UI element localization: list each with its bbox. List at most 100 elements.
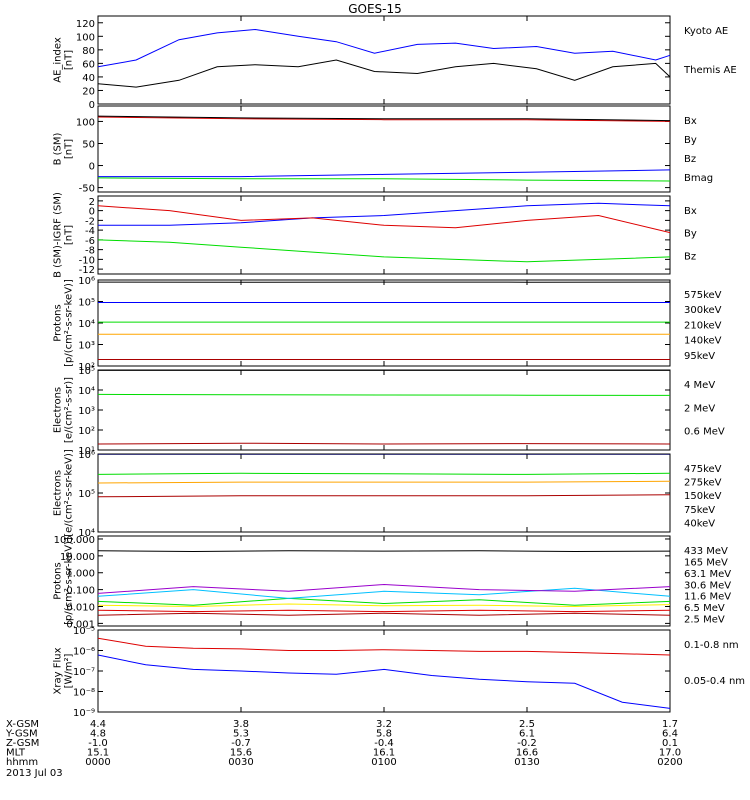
y-axis-label-line: Electrons bbox=[53, 470, 64, 516]
y-tick-label: 0.001 bbox=[66, 619, 95, 630]
y-tick-label: 100 bbox=[76, 117, 95, 128]
y-tick-label: 10⁻⁷ bbox=[73, 667, 95, 678]
series-line-5-2 bbox=[97, 393, 671, 396]
y-tick-label: 10⁴ bbox=[78, 386, 95, 397]
y-tick-label: 120 bbox=[76, 19, 95, 30]
y-axis-label-line: [e/(cm²-s-sr)] bbox=[64, 377, 75, 443]
ephemeris-value: 4.8 bbox=[90, 729, 106, 740]
legend-3-2: By bbox=[684, 229, 697, 240]
legend-2-2: By bbox=[684, 135, 697, 146]
y-tick-label: 20 bbox=[82, 86, 95, 97]
date-label: 2013 Jul 03 bbox=[6, 768, 63, 779]
y-axis-label-line: Protons bbox=[53, 304, 64, 341]
ephemeris-value: 16.6 bbox=[516, 748, 538, 759]
plot-title: GOES-15 bbox=[348, 2, 402, 16]
y-tick-label: 10¹ bbox=[78, 446, 95, 457]
y-tick-label: 10⁵ bbox=[78, 489, 95, 500]
y-axis-label: B (SM) [nT] bbox=[53, 132, 75, 165]
y-tick-label: 10⁴ bbox=[78, 319, 95, 330]
y-tick-label: 60 bbox=[82, 59, 95, 70]
y-tick-label: -4 bbox=[85, 226, 95, 237]
series-line-2-3 bbox=[97, 116, 671, 122]
series-line-7-4 bbox=[97, 597, 671, 606]
legend-1-2: Themis AE bbox=[683, 65, 737, 76]
panel-7: 0.0010.0100.1001.00010.000100.000Protons… bbox=[53, 535, 732, 630]
series-line-8-2 bbox=[97, 654, 671, 709]
legend-4-5: 95keV bbox=[684, 351, 715, 362]
y-tick-label: 100 bbox=[76, 32, 95, 43]
y-tick-label: -50 bbox=[79, 184, 95, 195]
legend-7-1: 433 MeV bbox=[684, 546, 728, 557]
y-tick-label: 0.100 bbox=[66, 586, 95, 597]
y-axis-label-line: AE_index bbox=[53, 37, 64, 83]
series-line-3-3 bbox=[97, 205, 671, 234]
ephemeris-row-label: Y-GSM bbox=[5, 729, 38, 740]
y-tick-label: 0 bbox=[89, 207, 95, 218]
panel-8: 10⁻⁹ 10⁻⁸ 10⁻⁷ 10⁻⁶ 10⁻⁵ Xray Flux [W/m²] 0.1-0… bbox=[53, 626, 746, 719]
panel-frame bbox=[97, 453, 671, 533]
series-line-2-4 bbox=[97, 115, 671, 122]
legend-7-6: 6.5 MeV bbox=[684, 603, 725, 614]
panel-frame bbox=[97, 15, 671, 105]
y-axis-label: AE_index [nT] bbox=[53, 37, 75, 83]
legend-3-1: Bx bbox=[684, 206, 697, 217]
ephemeris-value: 0200 bbox=[657, 757, 682, 768]
ephemeris-value: 2.5 bbox=[519, 719, 535, 730]
series-line-7-7 bbox=[97, 550, 671, 553]
y-tick-label: 10⁻⁵ bbox=[73, 626, 95, 637]
legend-5-3: 0.6 MeV bbox=[684, 427, 725, 438]
y-tick-label: 0 bbox=[89, 162, 95, 173]
legend-8-2: 0.05-0.4 nm bbox=[684, 676, 745, 687]
legend-7-5: 11.6 MeV bbox=[684, 592, 731, 603]
series-line-7-5 bbox=[97, 587, 671, 599]
y-tick-label: 2 bbox=[89, 197, 95, 208]
legend-4-3: 210keV bbox=[684, 320, 722, 331]
ephemeris-value: -1.0 bbox=[88, 738, 108, 749]
ephemeris-value: 3.2 bbox=[376, 719, 392, 730]
ephemeris-row-label: hhmm bbox=[6, 757, 38, 768]
y-tick-label: -12 bbox=[79, 265, 95, 276]
y-tick-label: 10² bbox=[78, 362, 95, 373]
series-line-7-3 bbox=[97, 603, 671, 608]
ephemeris-value: 0100 bbox=[371, 757, 396, 768]
y-tick-label: -2 bbox=[85, 216, 95, 227]
y-tick-label: -10 bbox=[79, 255, 95, 266]
series-line-3-1 bbox=[98, 202, 671, 226]
panel-frame bbox=[97, 629, 671, 713]
series-line-8-1 bbox=[97, 637, 671, 656]
panel-frame bbox=[97, 279, 671, 367]
series-line-2-2 bbox=[97, 177, 671, 182]
legend-5-1: 4 MeV bbox=[684, 380, 715, 391]
y-axis-label: Electrons [e/(cm²-s-sr-keV)] bbox=[53, 449, 75, 537]
y-axis-label-line: Protons bbox=[53, 562, 64, 599]
y-axis-label-line: [W/m²] bbox=[64, 653, 75, 688]
ephemeris-value: 6.1 bbox=[519, 729, 535, 740]
y-tick-label: 0.010 bbox=[66, 603, 95, 614]
ephemeris-value: 3.8 bbox=[233, 719, 249, 730]
legend-2-4: Bmag bbox=[684, 173, 713, 184]
series-line-1-2 bbox=[97, 59, 671, 88]
series-line-2-1 bbox=[98, 169, 671, 178]
legend-5-2: 2 MeV bbox=[684, 403, 715, 414]
y-axis-label-line: [p/(cm²-s-sr-keV)] bbox=[64, 537, 75, 625]
y-axis-label-line: [nT] bbox=[64, 50, 75, 70]
legend-6-1: 475keV bbox=[684, 464, 722, 475]
series-line-1-1 bbox=[97, 28, 671, 68]
panel-frame bbox=[97, 369, 671, 451]
y-tick-label: 10⁶ bbox=[78, 450, 95, 461]
y-tick-label: 100.000 bbox=[54, 535, 95, 546]
y-tick-label: 10⁵ bbox=[78, 298, 95, 309]
ephemeris-value: -0.7 bbox=[231, 738, 251, 749]
y-axis-label-line: Xray Flux bbox=[53, 647, 64, 694]
legend-7-2: 165 MeV bbox=[684, 557, 728, 568]
ephemeris-value: 0030 bbox=[228, 757, 253, 768]
legend-7-3: 63.1 MeV bbox=[684, 569, 731, 580]
y-tick-label: 10⁵ bbox=[78, 366, 95, 377]
series-line-7-2 bbox=[97, 609, 671, 613]
y-axis-label-line: [p/(cm²-s-sr-keV)] bbox=[64, 279, 75, 367]
y-axis-label-line: [nT] bbox=[64, 225, 75, 245]
